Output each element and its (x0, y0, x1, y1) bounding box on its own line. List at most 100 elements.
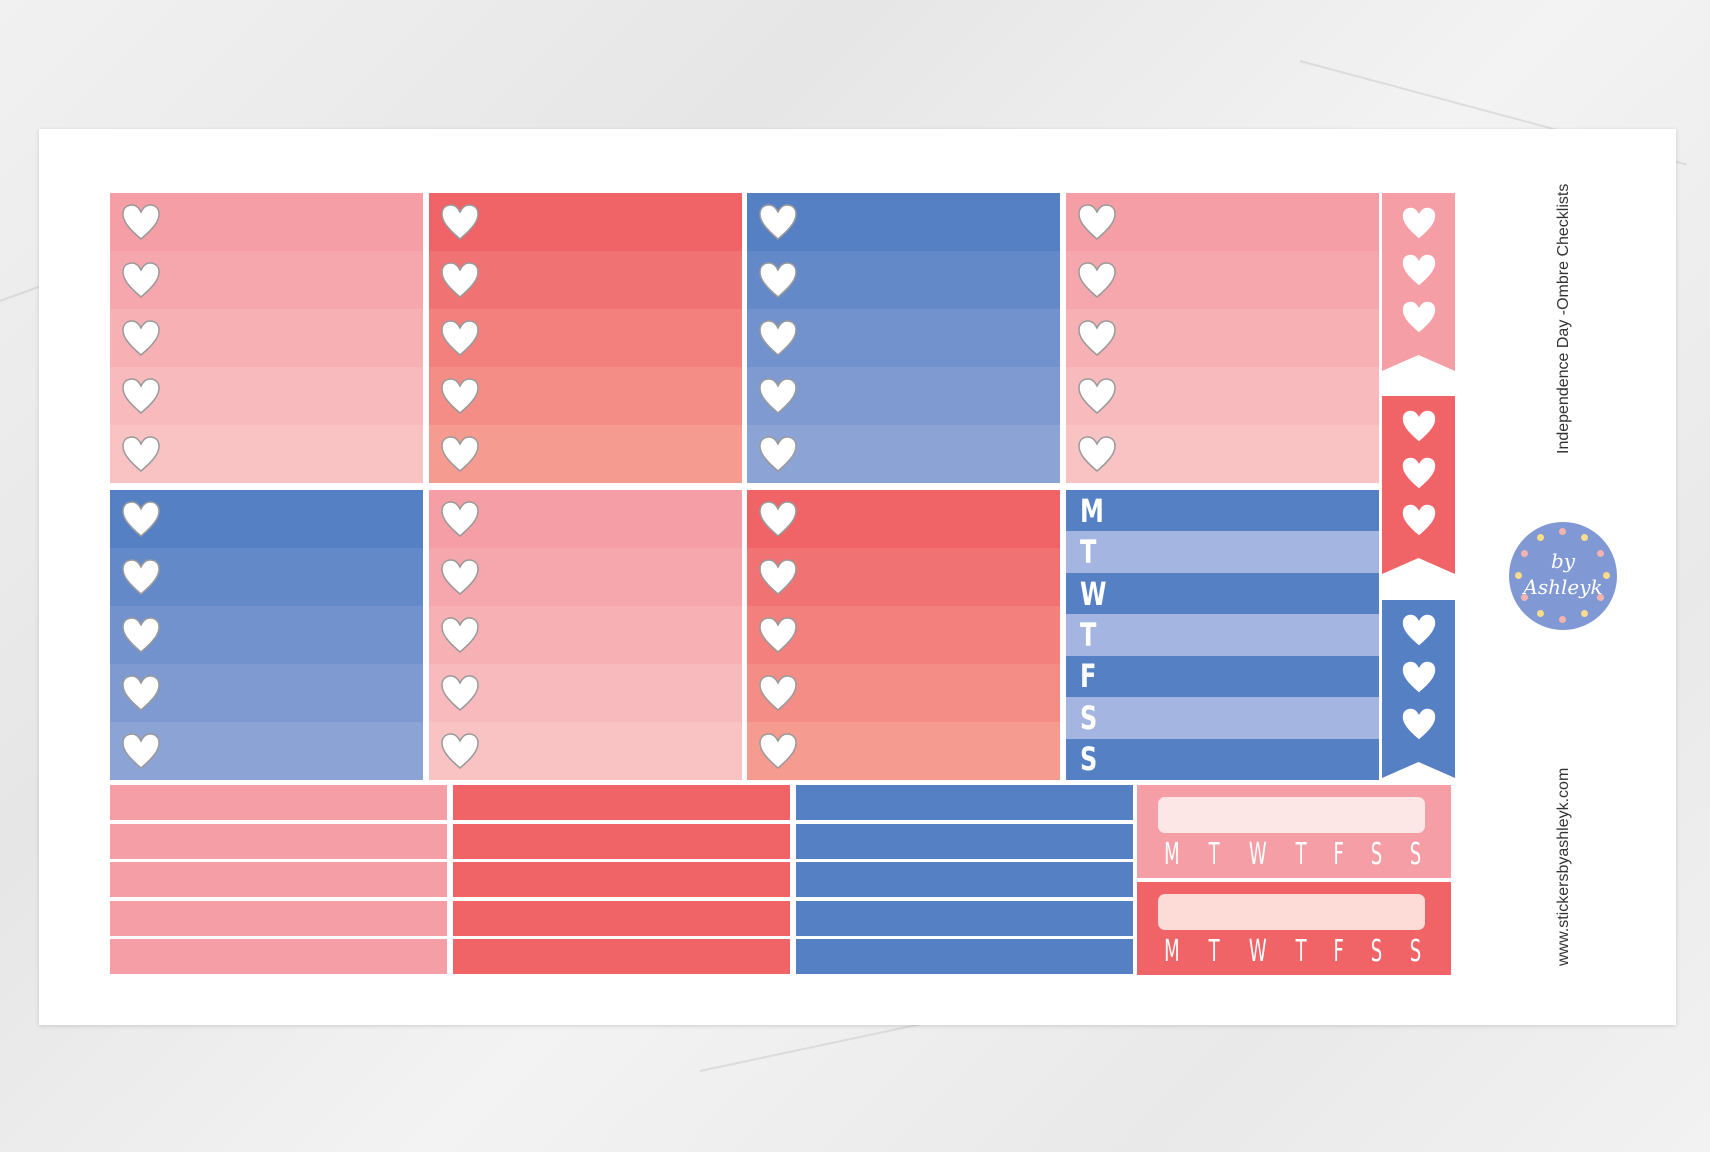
header-strip-sticker[interactable] (796, 823, 1133, 859)
weekday-label: S (1080, 698, 1098, 737)
header-strip-sticker[interactable] (110, 862, 447, 897)
weekday-label: W (1248, 934, 1267, 969)
checklist-item[interactable] (747, 664, 1060, 722)
checklist-item[interactable] (429, 722, 742, 780)
header-strip-sticker[interactable] (453, 900, 790, 936)
header-strip-sticker[interactable] (796, 939, 1133, 974)
write-in-bar (1158, 797, 1425, 833)
weekday-label: S (1409, 837, 1422, 872)
weekday-item[interactable]: F (1066, 655, 1379, 698)
checklist-box[interactable] (429, 490, 742, 780)
flag-sticker[interactable] (1382, 193, 1455, 371)
logo-heart-dot (1581, 610, 1588, 618)
logo-heart-dot (1537, 610, 1544, 618)
logo-heart-dot (1581, 533, 1588, 541)
checklist-item[interactable] (429, 548, 742, 606)
flag-sticker[interactable] (1382, 600, 1455, 778)
checklist-item[interactable] (747, 722, 1060, 780)
heart-checkbox-icon (759, 617, 797, 653)
weekday-label: F (1333, 934, 1344, 969)
weekday-item[interactable]: M (1066, 490, 1379, 532)
checklist-item[interactable] (429, 367, 742, 425)
checklist-box[interactable] (110, 193, 423, 483)
logo-text: by Ashleyk (1509, 548, 1617, 600)
checklist-item[interactable] (110, 548, 423, 606)
checklist-box[interactable] (1066, 193, 1379, 483)
checklist-item[interactable] (747, 606, 1060, 664)
header-strip-sticker[interactable] (453, 785, 790, 820)
checklist-item[interactable] (429, 193, 742, 251)
checklist-item[interactable] (429, 309, 742, 367)
heart-checkbox-icon (759, 436, 797, 472)
checklist-item[interactable] (747, 425, 1060, 483)
checklist-item[interactable] (747, 367, 1060, 425)
weekday-item[interactable]: S (1066, 738, 1379, 780)
checklist-item[interactable] (747, 490, 1060, 548)
heart-checkbox-icon (441, 733, 479, 769)
header-strip-sticker[interactable] (453, 939, 790, 974)
checklist-item[interactable] (747, 193, 1060, 251)
checklist-item[interactable] (429, 251, 742, 309)
header-strip-sticker[interactable] (453, 823, 790, 859)
header-strip-sticker[interactable] (110, 939, 447, 974)
header-strip-sticker[interactable] (796, 900, 1133, 936)
checklist-item[interactable] (110, 606, 423, 664)
checklist-item[interactable] (110, 309, 423, 367)
checklist-item[interactable] (110, 490, 423, 548)
flag-sticker[interactable] (1382, 396, 1455, 574)
header-strip-sticker[interactable] (110, 785, 447, 820)
heart-checkbox-icon (1078, 436, 1116, 472)
checklist-item[interactable] (1066, 425, 1379, 483)
checklist-item[interactable] (110, 251, 423, 309)
heart-checkbox-icon (122, 675, 160, 711)
weekday-item[interactable]: W (1066, 572, 1379, 615)
checklist-item[interactable] (110, 425, 423, 483)
checklist-item[interactable] (429, 425, 742, 483)
logo-heart-dot (1537, 533, 1544, 541)
checklist-item[interactable] (747, 309, 1060, 367)
header-strip-sticker[interactable] (110, 900, 447, 936)
checklist-item[interactable] (110, 193, 423, 251)
checklist-item[interactable] (1066, 193, 1379, 251)
weekday-item[interactable]: T (1066, 531, 1379, 573)
logo-heart-dot (1559, 616, 1566, 623)
checklist-item[interactable] (747, 548, 1060, 606)
checklist-box[interactable] (747, 193, 1060, 483)
header-strip-sticker[interactable] (796, 785, 1133, 820)
logo-heart-dot (1559, 528, 1566, 535)
heart-checkbox-icon (1078, 262, 1116, 298)
sheet-title: Independence Day -Ombre Checklists (1555, 183, 1572, 454)
checklist-item[interactable] (429, 664, 742, 722)
checklist-box[interactable] (429, 193, 742, 483)
heart-checkbox-icon (441, 617, 479, 653)
heart-checkbox-icon (122, 436, 160, 472)
weekday-item[interactable]: T (1066, 614, 1379, 656)
checklist-item[interactable] (747, 251, 1060, 309)
checklist-item[interactable] (1066, 251, 1379, 309)
checklist-item[interactable] (1066, 367, 1379, 425)
heart-checkbox-icon (122, 378, 160, 414)
header-strip-sticker[interactable] (110, 823, 447, 859)
logo-heart-dot (1520, 550, 1528, 557)
checklist-item[interactable] (110, 367, 423, 425)
weekday-item[interactable]: S (1066, 697, 1379, 739)
header-strip-sticker[interactable] (453, 862, 790, 897)
logo-heart-dot (1515, 572, 1522, 579)
checklist-item[interactable] (429, 606, 742, 664)
logo-heart-dot (1520, 594, 1528, 601)
checklist-item[interactable] (110, 722, 423, 780)
checklist-item[interactable] (110, 664, 423, 722)
weekday-label: T (1208, 934, 1220, 969)
checklist-item[interactable] (429, 490, 742, 548)
heart-checkbox-icon (759, 559, 797, 595)
checklist-item[interactable] (1066, 309, 1379, 367)
header-strip-sticker[interactable] (796, 862, 1133, 897)
heart-checkbox-icon (441, 436, 479, 472)
checklist-box[interactable] (110, 490, 423, 780)
weekday-label: W (1248, 837, 1267, 872)
logo-heart-dot (1597, 550, 1605, 557)
checklist-box[interactable] (747, 490, 1060, 780)
